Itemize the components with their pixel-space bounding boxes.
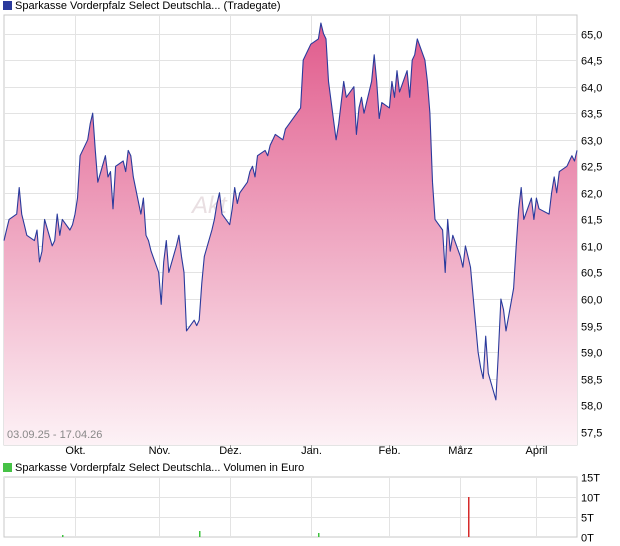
price-y-tick-label: 58,0 [581,401,602,413]
date-range-label: 03.09.25 - 17.04.26 [7,429,102,441]
volume-legend-label: Sparkasse Vorderpfalz Select Deutschla..… [15,462,305,474]
volume-legend-swatch [3,463,12,472]
volume-y-tick-label: 5T [581,513,594,525]
x-tick-label: Jan. [301,445,322,457]
volume-bar [62,535,64,537]
x-tick-label: Feb. [378,445,400,457]
price-area-fill [4,23,577,445]
x-tick-label: März [448,445,472,457]
price-y-tick-label: 65,0 [581,30,602,42]
price-y-tick-label: 59,0 [581,348,602,360]
price-y-tick-label: 62,5 [581,162,602,174]
volume-bar [318,533,320,537]
price-legend-label: Sparkasse Vorderpfalz Select Deutschla..… [15,0,281,12]
price-y-tick-label: 60,5 [581,268,602,280]
price-y-tick-label: 63,5 [581,109,602,121]
price-legend-swatch [3,1,12,10]
price-y-tick-label: 64,0 [581,83,602,95]
x-tick-label: Dez. [219,445,242,457]
volume-legend: Sparkasse Vorderpfalz Select Deutschla..… [3,462,304,476]
x-tick-label: Nov. [149,445,171,457]
x-tick-label: Okt. [65,445,85,457]
price-y-tick-label: 63,0 [581,136,602,148]
volume-bar [199,531,201,537]
x-tick-label: April [525,445,547,457]
volume-y-tick-label: 0T [581,533,594,545]
price-y-tick-label: 61,5 [581,215,602,227]
volume-y-tick-label: 10T [581,493,600,505]
price-y-tick-label: 57,5 [581,428,602,440]
price-legend: Sparkasse Vorderpfalz Select Deutschla..… [3,0,281,14]
price-y-tick-label: 61,0 [581,242,602,254]
price-y-tick-label: 59,5 [581,322,602,334]
volume-bar [468,497,470,537]
price-y-tick-label: 64,5 [581,56,602,68]
price-line [3,22,578,401]
volume-y-tick-label: 15T [581,473,600,485]
price-y-tick-label: 62,0 [581,189,602,201]
price-y-tick-label: 60,0 [581,295,602,307]
price-y-tick-label: 58,5 [581,375,602,387]
volume-plot-frame [3,476,578,538]
